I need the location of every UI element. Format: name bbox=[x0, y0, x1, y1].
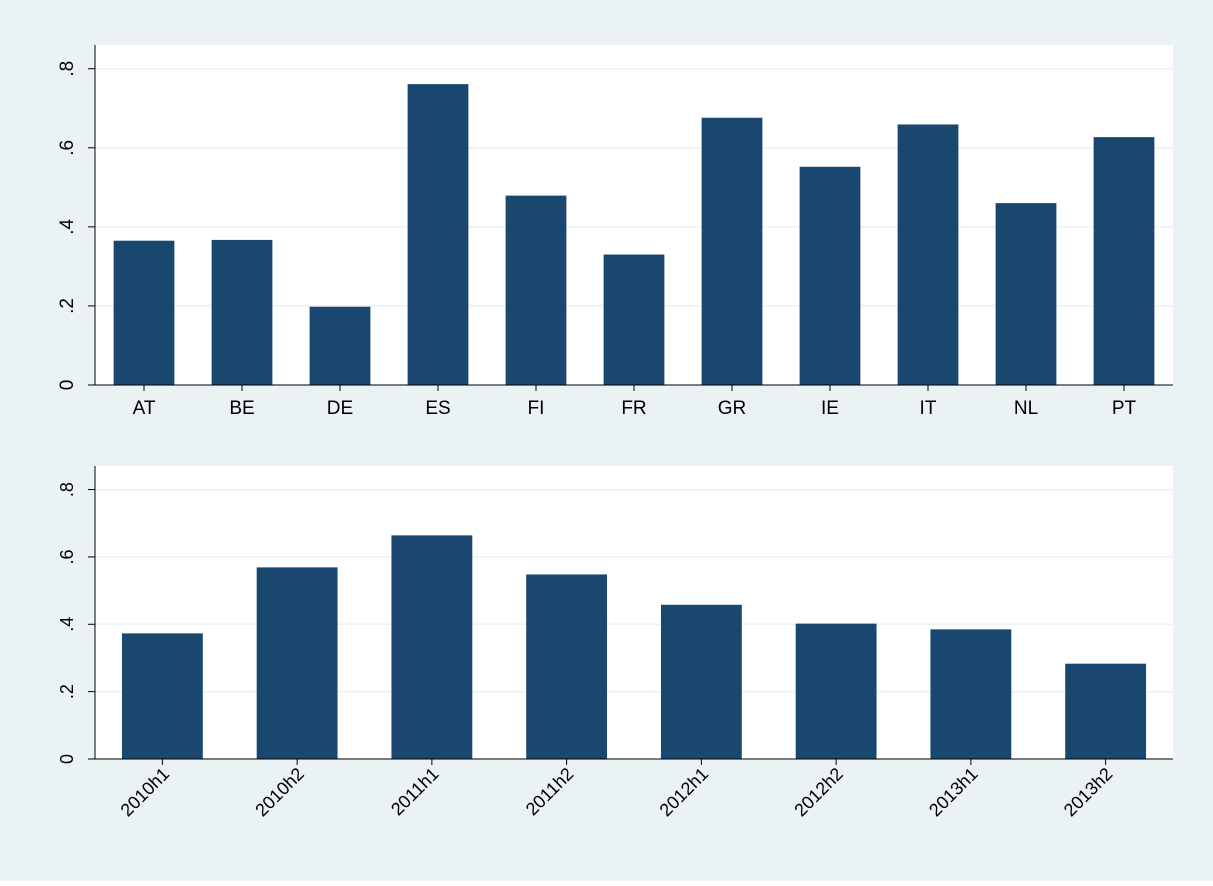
x-tick-label: PT bbox=[1112, 398, 1137, 419]
y-tick-label: .8 bbox=[57, 482, 77, 497]
bar-2011h2 bbox=[526, 574, 608, 759]
bar-AT bbox=[113, 240, 175, 385]
x-tick-label: FR bbox=[621, 398, 646, 419]
x-tick-label: IT bbox=[920, 398, 937, 419]
bar-2010h2 bbox=[256, 567, 338, 759]
y-tick-label: .6 bbox=[57, 549, 77, 564]
bar-FR bbox=[603, 254, 665, 385]
x-tick-label: ES bbox=[425, 398, 450, 419]
bar-GR bbox=[701, 117, 763, 385]
y-tick-label: .2 bbox=[57, 298, 78, 314]
bar-2011h1 bbox=[391, 535, 473, 759]
y-tick-label: 0 bbox=[57, 380, 78, 391]
bar-2012h2 bbox=[795, 623, 877, 759]
y-tick-label: .4 bbox=[57, 219, 78, 235]
bar-2013h2 bbox=[1065, 663, 1147, 759]
y-tick-label: .6 bbox=[57, 140, 78, 156]
x-tick-label: IE bbox=[821, 398, 839, 419]
bar-BE bbox=[211, 239, 273, 385]
x-tick-label: DE bbox=[327, 398, 353, 419]
bar-FI bbox=[505, 195, 567, 385]
bar-PT bbox=[1093, 137, 1155, 385]
y-tick-label: .2 bbox=[57, 684, 77, 699]
bar-NL bbox=[995, 203, 1057, 385]
x-tick-label: BE bbox=[229, 398, 254, 419]
bar-2010h1 bbox=[121, 633, 203, 759]
chart-panel-countries: 0 .2 .4 .6 .8 AT BE DE ES FI FR GR IE IT NL PT bbox=[57, 45, 1173, 419]
y-tick-label: .8 bbox=[57, 61, 78, 77]
x-tick-label: GR bbox=[718, 398, 747, 419]
bar-DE bbox=[309, 306, 371, 385]
bar-2012h1 bbox=[660, 604, 742, 759]
x-tick-label: FI bbox=[528, 398, 545, 419]
bar-IT bbox=[897, 124, 959, 385]
x-tick-label: AT bbox=[133, 398, 156, 419]
bar-2013h1 bbox=[930, 629, 1012, 759]
y-tick-label: .4 bbox=[57, 617, 77, 632]
bar-IE bbox=[799, 166, 861, 385]
y-tick-label: 0 bbox=[57, 754, 77, 764]
x-tick-label: NL bbox=[1014, 398, 1038, 419]
bar-ES bbox=[407, 84, 469, 386]
